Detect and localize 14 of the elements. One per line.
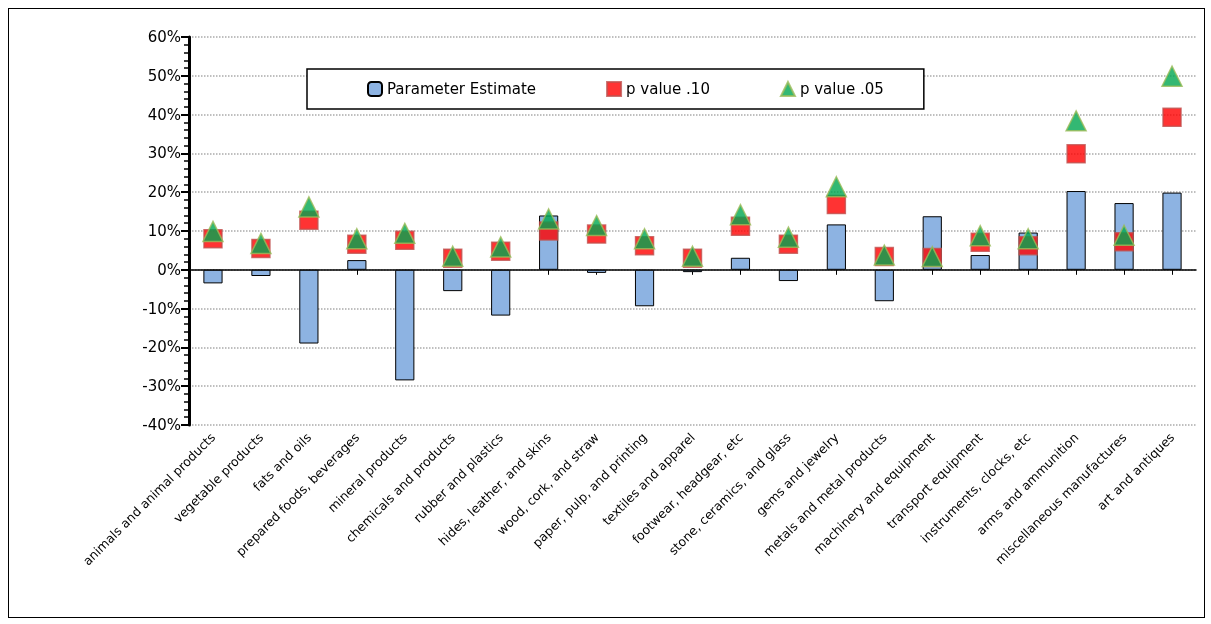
y-tick-label: -40% <box>142 416 181 434</box>
legend-label: p value .10 <box>626 80 710 98</box>
legend-label: p value .05 <box>799 80 884 98</box>
y-tick-label: 60% <box>147 28 181 46</box>
y-tick-label: -20% <box>142 338 181 357</box>
y-tick-label: 0% <box>157 260 181 279</box>
y-tick-label: 10% <box>147 222 181 240</box>
y-tick-label: 40% <box>147 105 181 124</box>
y-tick-label: -30% <box>142 377 181 396</box>
y-tick-label: 50% <box>147 66 181 85</box>
y-tick-label: 30% <box>147 144 181 163</box>
legend-label: Parameter Estimate <box>387 80 537 98</box>
y-tick-label: 20% <box>147 183 181 202</box>
y-tick-label: -10% <box>142 299 181 318</box>
